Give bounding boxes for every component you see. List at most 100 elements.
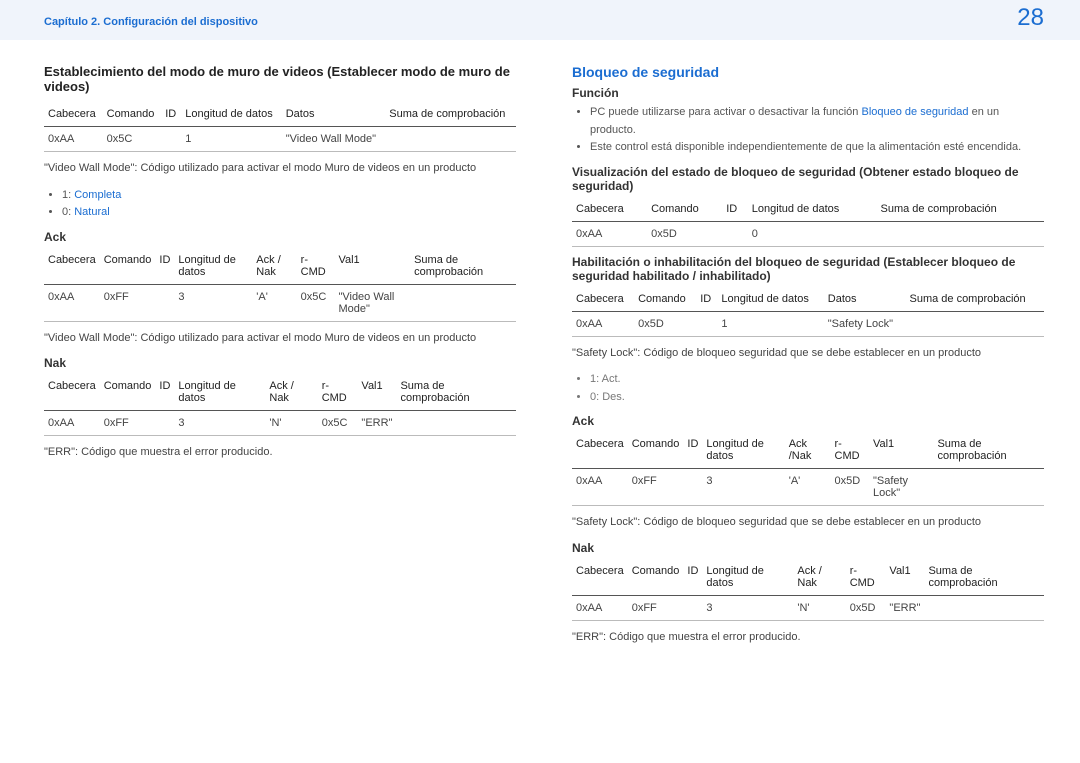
th: Suma de comprobación bbox=[385, 102, 516, 127]
td: 0x5D bbox=[831, 469, 869, 506]
td bbox=[155, 284, 174, 321]
table-row: 0xAA 0xFF 3 'N' 0x5D "ERR" bbox=[572, 595, 1044, 620]
left-bullets: 1: Completa 0: Natural bbox=[48, 187, 516, 222]
th: Longitud de datos bbox=[174, 374, 265, 411]
left-title: Establecimiento del modo de muro de vide… bbox=[44, 64, 516, 94]
td: "ERR" bbox=[357, 411, 396, 436]
left-ack-label: Ack bbox=[44, 230, 516, 244]
td: 0 bbox=[748, 221, 877, 246]
right-tableA: Cabecera Comando ID Longitud de datos Su… bbox=[572, 197, 1044, 247]
th: ID bbox=[696, 287, 717, 312]
th: Cabecera bbox=[572, 559, 628, 596]
th: Suma de comprobación bbox=[877, 197, 1044, 222]
th: r-CMD bbox=[831, 432, 869, 469]
td: 0xFF bbox=[628, 469, 684, 506]
th: Comando bbox=[103, 102, 162, 127]
td bbox=[905, 311, 1044, 336]
th: Suma de comprobación bbox=[905, 287, 1044, 312]
td: 3 bbox=[702, 595, 793, 620]
right-table-ack: Cabecera Comando ID Longitud de datos Ac… bbox=[572, 432, 1044, 506]
left-table-nak: Cabecera Comando ID Longitud de datos Ac… bbox=[44, 374, 516, 436]
th: Longitud de datos bbox=[702, 432, 784, 469]
th: ID bbox=[683, 432, 702, 469]
right-table-nak: Cabecera Comando ID Longitud de datos Ac… bbox=[572, 559, 1044, 621]
th: Comando bbox=[628, 559, 684, 596]
th: Cabecera bbox=[44, 248, 100, 285]
list-item: 1: Completa bbox=[62, 187, 516, 205]
value: Completa bbox=[74, 189, 121, 201]
td: 0xAA bbox=[572, 469, 628, 506]
td: 1 bbox=[717, 311, 823, 336]
th: Val1 bbox=[869, 432, 934, 469]
th: Longitud de datos bbox=[174, 248, 252, 285]
th: Comando bbox=[628, 432, 684, 469]
left-column: Establecimiento del modo de muro de vide… bbox=[24, 40, 528, 655]
right-noteD: "ERR": Código que muestra el error produ… bbox=[572, 629, 1044, 646]
td bbox=[396, 411, 516, 436]
list-item: PC puede utilizarse para activar o desac… bbox=[590, 104, 1044, 139]
right-tableB: Cabecera Comando ID Longitud de datos Da… bbox=[572, 287, 1044, 337]
list-item: Este control está disponible independien… bbox=[590, 139, 1044, 157]
th: r-CMD bbox=[297, 248, 335, 285]
link-text: Bloqueo de seguridad bbox=[861, 106, 968, 118]
td bbox=[683, 595, 702, 620]
th: Datos bbox=[824, 287, 906, 312]
td: 3 bbox=[174, 411, 265, 436]
right-sub1: Visualización del estado de bloqueo de s… bbox=[572, 165, 1044, 193]
value: Natural bbox=[74, 206, 109, 218]
th: Comando bbox=[100, 248, 156, 285]
th: Cabecera bbox=[572, 197, 647, 222]
left-note3: "ERR": Código que muestra el error produ… bbox=[44, 444, 516, 461]
page-number: 28 bbox=[1017, 4, 1044, 32]
table-row: 0xAA 0x5D 0 bbox=[572, 221, 1044, 246]
right-title: Bloqueo de seguridad bbox=[572, 64, 1044, 80]
page-body: Establecimiento del modo de muro de vide… bbox=[0, 40, 1080, 655]
func-bullets: PC puede utilizarse para activar o desac… bbox=[576, 104, 1044, 157]
td bbox=[683, 469, 702, 506]
td: "Safety Lock" bbox=[869, 469, 934, 506]
td bbox=[924, 595, 1044, 620]
th: Suma de comprobación bbox=[410, 248, 516, 285]
td bbox=[696, 311, 717, 336]
td: "Video Wall Mode" bbox=[334, 284, 410, 321]
th: Ack / Nak bbox=[793, 559, 845, 596]
td bbox=[722, 221, 748, 246]
table-row: 0xAA 0x5D 1 "Safety Lock" bbox=[572, 311, 1044, 336]
table-row: 0xAA 0xFF 3 'A' 0x5D "Safety Lock" bbox=[572, 469, 1044, 506]
td: 3 bbox=[174, 284, 252, 321]
th: ID bbox=[722, 197, 748, 222]
page-header: Capítulo 2. Configuración del dispositiv… bbox=[0, 0, 1080, 40]
th: r-CMD bbox=[318, 374, 358, 411]
th: Val1 bbox=[885, 559, 924, 596]
th: ID bbox=[155, 374, 174, 411]
td: "Video Wall Mode" bbox=[282, 127, 386, 152]
th: ID bbox=[161, 102, 181, 127]
right-column: Bloqueo de seguridad Función PC puede ut… bbox=[552, 40, 1056, 655]
td: 0x5C bbox=[297, 284, 335, 321]
td: 0xFF bbox=[100, 411, 156, 436]
td: 0xFF bbox=[628, 595, 684, 620]
td: "ERR" bbox=[885, 595, 924, 620]
prefix: 1: bbox=[62, 189, 74, 201]
td bbox=[933, 469, 1044, 506]
td: 0xFF bbox=[100, 284, 156, 321]
right-noteC: "Safety Lock": Código de bloqueo segurid… bbox=[572, 514, 1044, 531]
right-noteB: "Safety Lock": Código de bloqueo segurid… bbox=[572, 345, 1044, 362]
right-nak-label: Nak bbox=[572, 541, 1044, 555]
th: Longitud de datos bbox=[748, 197, 877, 222]
list-item: 1: Act. bbox=[590, 371, 1044, 389]
th: Datos bbox=[282, 102, 386, 127]
th: Suma de comprobación bbox=[933, 432, 1044, 469]
td: 'N' bbox=[265, 411, 317, 436]
th: Cabecera bbox=[572, 287, 634, 312]
th: Longitud de datos bbox=[717, 287, 823, 312]
th: ID bbox=[683, 559, 702, 596]
td: 0x5D bbox=[846, 595, 886, 620]
td: 0xAA bbox=[572, 595, 628, 620]
td bbox=[385, 127, 516, 152]
breadcrumb: Capítulo 2. Configuración del dispositiv… bbox=[44, 16, 258, 28]
td: 0x5C bbox=[103, 127, 162, 152]
right-ack-label: Ack bbox=[572, 414, 1044, 428]
table-row: 0xAA 0x5C 1 "Video Wall Mode" bbox=[44, 127, 516, 152]
td: 3 bbox=[702, 469, 784, 506]
